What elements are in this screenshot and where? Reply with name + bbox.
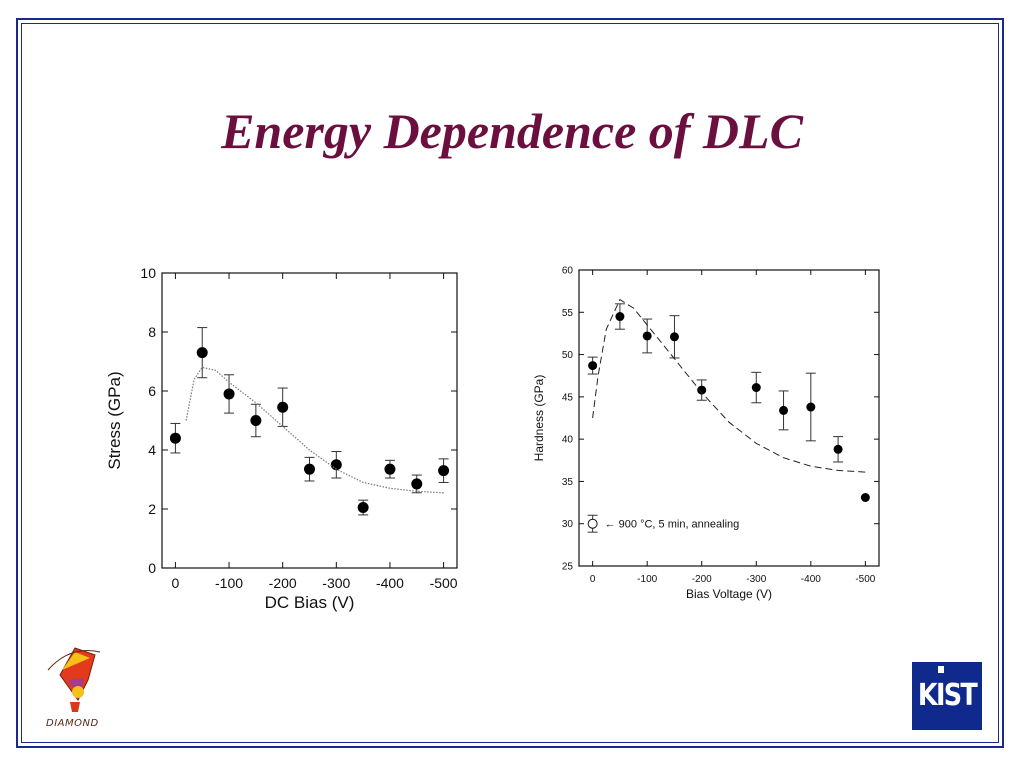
data-point (304, 463, 315, 475)
data-point (860, 492, 870, 502)
fit-curve (592, 298, 866, 473)
kist-logo-text: KIST (917, 678, 978, 713)
data-point (751, 383, 761, 393)
data-point (411, 478, 423, 490)
y-tick-label: 30 (562, 519, 574, 530)
x-tick-label: -200 (269, 575, 297, 591)
y-tick-label: 25 (562, 562, 574, 573)
y-axis-label: Stress (GPa) (105, 371, 124, 469)
y-tick-label: 10 (140, 265, 156, 281)
data-point (357, 502, 369, 514)
x-tick-label: 0 (172, 575, 180, 591)
data-point (642, 331, 652, 341)
plot-frame (161, 272, 458, 569)
x-tick-label: -100 (637, 574, 657, 585)
x-tick-label: -500 (855, 574, 875, 585)
x-tick-label: -400 (376, 575, 404, 591)
x-tick-label: -200 (692, 574, 712, 585)
slide-frame-outer (16, 18, 1004, 748)
x-tick-label: -300 (322, 575, 350, 591)
data-point (250, 415, 262, 426)
x-axis-label: Bias Voltage (V) (686, 587, 772, 601)
x-tick-label: -100 (215, 575, 243, 591)
kist-logo-dot (938, 666, 944, 673)
y-tick-label: 35 (562, 477, 574, 488)
data-point (669, 332, 679, 342)
data-point (615, 312, 625, 322)
data-point (438, 465, 450, 477)
hardness-chart: 0 -100 -200 -300 -400 -500 25 30 35 40 45 50 55 60 Bia… (532, 266, 880, 601)
x-tick-label: 0 (590, 574, 596, 585)
y-tick-label: 50 (562, 350, 574, 361)
x-tick-label: -300 (746, 574, 766, 585)
stress-chart: 0 -100 -200 -300 -400 -500 0 2 4 6 8 10 DC Bias (V) S… (105, 265, 458, 612)
data-point (833, 444, 843, 454)
x-axis-label: DC Bias (V) (265, 593, 355, 612)
data-point-open (587, 518, 598, 529)
annotation-text: ← 900 °C, 5 min, annealing (605, 519, 740, 531)
y-tick-label: 2 (148, 501, 156, 517)
y-tick-label: 55 (562, 308, 574, 319)
x-tick-label: -500 (430, 575, 458, 591)
data-point (223, 388, 235, 400)
kist-logo: KIST (912, 662, 982, 730)
slide-frame-inner (21, 23, 999, 743)
data-point (806, 402, 816, 412)
y-tick-label: 4 (148, 442, 156, 458)
slide-title: Energy Dependence of DLC (221, 103, 803, 159)
plot-frame (578, 269, 880, 567)
y-tick-label: 6 (148, 383, 156, 399)
data-point (277, 401, 289, 413)
data-point (588, 361, 598, 371)
y-axis-label: Hardness (GPa) (532, 375, 546, 462)
fit-curve (185, 366, 444, 494)
data-point (384, 463, 396, 475)
data-point (196, 347, 208, 359)
y-tick-label: 40 (562, 435, 574, 446)
data-point (779, 405, 789, 415)
diamond-logo-label: DIAMOND (46, 718, 99, 729)
y-tick-label: 45 (562, 392, 574, 403)
diamond-logo-icon (47, 647, 101, 712)
diamond-logo: DIAMOND (40, 640, 110, 729)
y-tick-label: 60 (562, 266, 574, 277)
y-tick-label: 8 (148, 324, 156, 340)
x-tick-label: -400 (801, 574, 821, 585)
y-tick-label: 0 (148, 560, 156, 576)
data-point (697, 385, 707, 395)
data-point (169, 432, 181, 444)
